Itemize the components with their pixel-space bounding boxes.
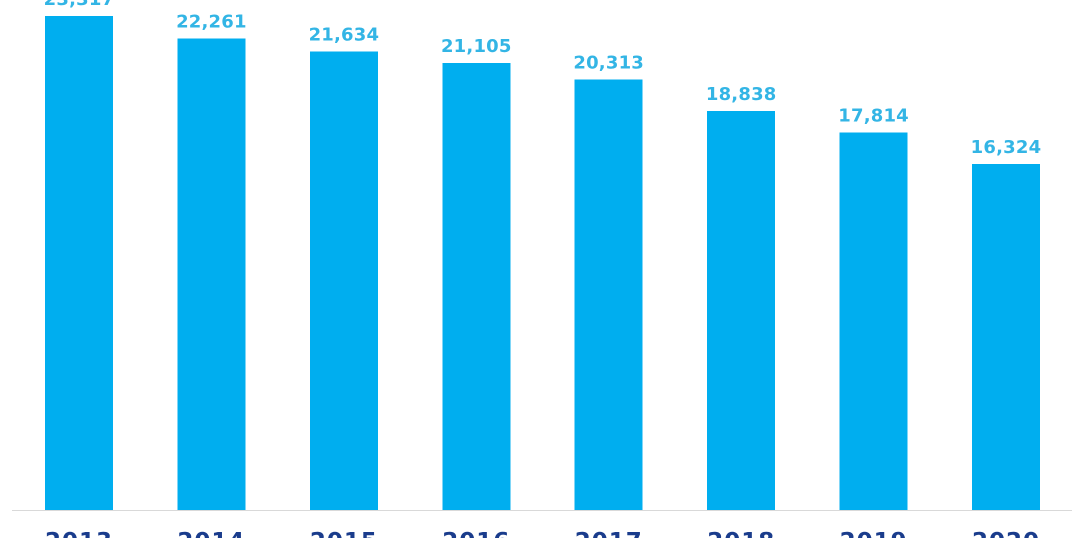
- bar-2015: [309, 51, 378, 510]
- category-label-2020: 2020: [972, 529, 1040, 538]
- bar-2016: [442, 62, 511, 511]
- category-label-2013: 2013: [45, 529, 113, 538]
- bars-group: [45, 16, 1040, 511]
- value-label-2013: 23,317: [44, 0, 115, 10]
- value-label-2017: 20,313: [573, 53, 644, 74]
- value-label-2019: 17,814: [838, 106, 909, 127]
- bar-2014: [177, 38, 246, 511]
- category-labels-group: 2013 2014 2015 2016 2017 2018 2019 2020: [45, 529, 1040, 538]
- bar-2019: [839, 132, 908, 510]
- bar-2020: [972, 164, 1040, 510]
- bar-2018: [707, 110, 776, 511]
- category-label-2017: 2017: [575, 529, 643, 538]
- value-label-2016: 21,105: [441, 36, 512, 57]
- value-labels-group: 23,317 22,261 21,634 21,105 20,313 18,838 17,8…: [44, 0, 1042, 158]
- bar-2013: [45, 16, 113, 510]
- bar-2017: [574, 79, 643, 510]
- value-label-2020: 16,324: [971, 137, 1042, 158]
- value-label-2018: 18,838: [706, 84, 777, 105]
- value-label-2014: 22,261: [176, 11, 247, 32]
- category-label-2015: 2015: [310, 529, 378, 538]
- value-label-2015: 21,634: [309, 25, 380, 46]
- category-label-2014: 2014: [177, 529, 245, 538]
- category-label-2019: 2019: [840, 529, 908, 538]
- category-label-2016: 2016: [442, 529, 510, 538]
- category-label-2018: 2018: [707, 529, 775, 538]
